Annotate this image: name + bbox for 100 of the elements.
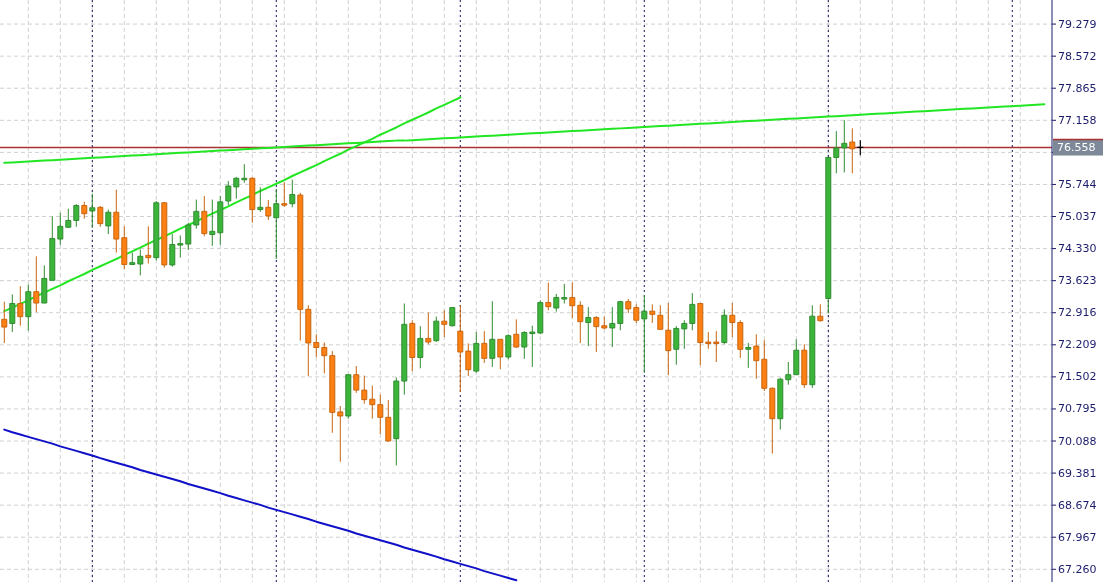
candlestick: [569, 282, 576, 319]
candlestick: [561, 283, 568, 304]
y-tick-label: 70.088: [1058, 434, 1097, 448]
candlestick: [441, 309, 448, 338]
candlestick: [801, 343, 808, 389]
candlestick: [753, 333, 760, 380]
candlestick: [425, 312, 432, 345]
y-tick-label: 75.744: [1058, 177, 1097, 191]
candlestick: [617, 300, 624, 331]
candlestick: [81, 201, 88, 220]
candlestick: [665, 302, 672, 376]
candlestick: [209, 199, 216, 247]
candlestick: [577, 300, 584, 344]
candlestick: [25, 283, 32, 332]
candlestick: [89, 193, 96, 229]
candlestick: [161, 201, 168, 269]
y-tick-label: 78.572: [1058, 49, 1097, 63]
candlestick: [609, 306, 616, 348]
candlestick: [137, 248, 144, 276]
candlestick: [593, 315, 600, 353]
candlestick: [401, 302, 408, 396]
candlestick: [353, 365, 360, 394]
candlestick: [313, 333, 320, 358]
y-tick-label: 68.674: [1058, 498, 1097, 512]
y-tick-label: 67.967: [1058, 530, 1097, 544]
candlestick: [689, 292, 696, 331]
candlestick: [393, 376, 400, 466]
candlestick: [809, 304, 816, 389]
line-series: [3, 428, 518, 582]
candlestick: [129, 252, 136, 265]
y-tick-label: 69.381: [1058, 466, 1097, 480]
candlestick: [361, 375, 368, 405]
candlestick: [233, 176, 240, 200]
candlestick: [49, 215, 56, 281]
candlestick: [217, 195, 224, 246]
candlestick: [257, 186, 264, 213]
y-tick-label: 74.330: [1058, 242, 1097, 256]
candlestick: [17, 285, 24, 327]
candlestick: [321, 341, 328, 374]
candlestick: [553, 293, 560, 313]
candlestick: [737, 319, 744, 359]
candlestick: [625, 298, 632, 314]
candlestick: [601, 316, 608, 330]
candlestick: [249, 176, 256, 224]
candlestick: [705, 331, 712, 350]
candlestick: [9, 293, 16, 333]
candlestick: [273, 188, 280, 260]
candlestick: [537, 299, 544, 335]
y-tick-label: 73.623: [1058, 274, 1097, 288]
candlestick: [785, 361, 792, 386]
candlestick: [289, 179, 296, 208]
candlestick: [697, 302, 704, 366]
candlestick: [329, 350, 336, 434]
candlestick: [817, 303, 824, 323]
candlestick: [505, 333, 512, 360]
candlestick: [465, 342, 472, 377]
candlestick: [433, 316, 440, 343]
candlestick: [489, 300, 496, 368]
candlestick: [409, 319, 416, 372]
candlestick: [856, 139, 864, 156]
candlestick: [545, 282, 552, 311]
candlestick: [265, 199, 272, 221]
candlestick: [241, 163, 248, 184]
candlestick: [201, 195, 208, 237]
candlestick: [297, 192, 304, 342]
candlestick: [385, 399, 392, 443]
y-tick-label: 67.260: [1058, 562, 1097, 576]
candlestick: [681, 319, 688, 350]
candlestick: [713, 330, 720, 363]
candlestick: [657, 304, 664, 330]
candlestick: [649, 303, 656, 324]
candlestick: [369, 385, 376, 420]
candlestick: [65, 208, 72, 229]
candlestick: [729, 302, 736, 338]
candlestick: [641, 294, 648, 374]
candlestick: [193, 199, 200, 230]
candlestick: [169, 233, 176, 268]
candlestick: [521, 330, 528, 360]
candlestick: [825, 156, 832, 314]
candlestick: [57, 212, 64, 246]
candlestick: [513, 318, 520, 349]
candlestick: [585, 306, 592, 347]
candlestick: [337, 405, 344, 463]
candlestick: [41, 264, 48, 304]
candlestick: [281, 181, 288, 208]
candlestick: [769, 386, 776, 455]
candlestick: [473, 331, 480, 374]
y-tick-label: 77.158: [1058, 113, 1097, 127]
candlestick: [377, 394, 384, 435]
candlestick: [633, 303, 640, 324]
y-tick-label: 75.037: [1058, 210, 1097, 224]
y-tick-label: 72.916: [1058, 306, 1097, 320]
candlestick: [1, 301, 8, 344]
candlestick: [121, 225, 128, 270]
y-tick-label: 70.795: [1058, 402, 1097, 416]
candlestick: [529, 325, 536, 368]
candlestick: [449, 307, 456, 328]
candlestick: [481, 330, 488, 364]
candlestick: [145, 225, 152, 265]
candlestick: [761, 339, 768, 392]
